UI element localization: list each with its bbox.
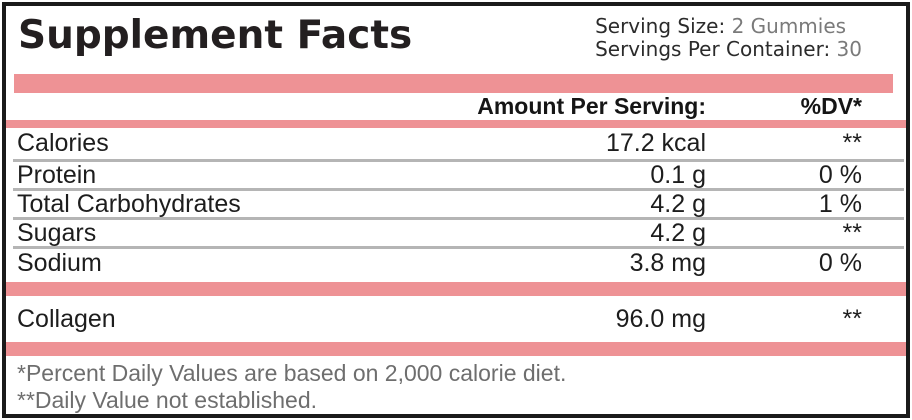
serving-size-label: Serving Size: <box>595 14 726 38</box>
table-row-total-carbohydrates: Total Carbohydrates 4.2 g 1 % <box>6 189 906 218</box>
table-row-sodium: Sodium 3.8 mg 0 % <box>6 249 906 277</box>
nutrient-dv: 0 % <box>818 160 862 189</box>
table-header-row: Amount Per Serving: %DV* <box>6 93 906 120</box>
pink-divider-top <box>14 74 893 93</box>
row-separator <box>13 217 904 220</box>
nutrient-dv: ** <box>842 304 862 333</box>
nutrient-dv: ** <box>842 218 862 247</box>
table-row-collagen: Collagen 96.0 mg ** <box>6 296 906 342</box>
nutrient-dv: ** <box>842 129 862 157</box>
nutrient-name: Sodium <box>17 248 102 277</box>
nutrient-name: Sugars <box>17 218 97 247</box>
nutrient-name: Calories <box>17 129 109 157</box>
serving-size-line: Serving Size: 2 Gummies <box>595 15 862 38</box>
servings-per-container-line: Servings Per Container: 30 <box>595 38 862 61</box>
footnote-daily-value-not-established: **Daily Value not established. <box>17 387 318 413</box>
nutrient-amount: 0.1 g <box>650 160 706 189</box>
pink-divider-below-collagen <box>6 342 906 356</box>
nutrient-dv: 1 % <box>818 189 862 218</box>
pink-divider-above-collagen <box>6 282 906 296</box>
servings-per-container-label: Servings Per Container: <box>595 37 831 61</box>
nutrient-name: Collagen <box>17 304 116 333</box>
table-row-sugars: Sugars 4.2 g ** <box>6 218 906 247</box>
nutrient-amount: 96.0 mg <box>615 304 706 333</box>
nutrient-amount: 17.2 kcal <box>605 129 706 157</box>
serving-size-value: 2 Gummies <box>731 14 847 38</box>
nutrient-amount: 4.2 g <box>650 218 706 247</box>
amount-per-serving-header: Amount Per Serving: <box>477 93 706 119</box>
footnotes: *Percent Daily Values are based on 2,000… <box>6 356 906 414</box>
row-separator <box>13 246 904 249</box>
serving-info: Serving Size: 2 Gummies Servings Per Con… <box>595 15 862 61</box>
dv-header: %DV* <box>800 93 862 119</box>
row-separator <box>13 188 904 191</box>
nutrient-dv: 0 % <box>818 248 862 277</box>
nutrient-name: Total Carbohydrates <box>17 189 241 218</box>
nutrient-amount: 4.2 g <box>650 189 706 218</box>
row-separator <box>13 159 904 162</box>
nutrient-name: Protein <box>17 160 97 189</box>
panel-title: Supplement Facts <box>18 13 413 58</box>
servings-per-container-value: 30 <box>836 37 862 61</box>
panel-header: Supplement Facts Serving Size: 2 Gummies… <box>6 6 906 72</box>
footnote-percent-daily-values: *Percent Daily Values are based on 2,000… <box>17 360 567 386</box>
nutrient-amount: 3.8 mg <box>629 248 706 277</box>
table-row-calories: Calories 17.2 kcal ** <box>6 128 906 159</box>
pink-divider-under-header <box>6 120 906 128</box>
table-row-protein: Protein 0.1 g 0 % <box>6 160 906 189</box>
